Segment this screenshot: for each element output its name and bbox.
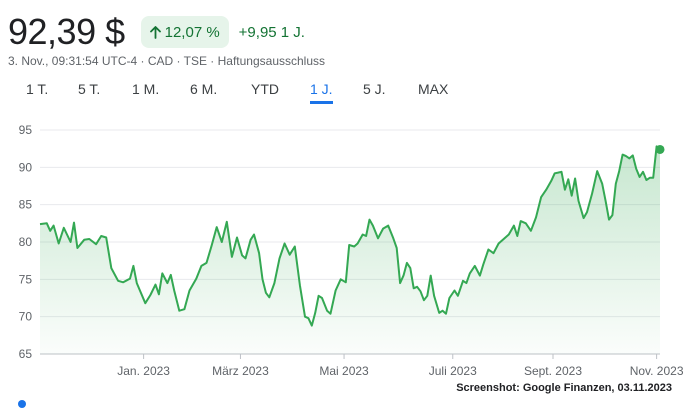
y-tick-label: 80 (19, 235, 33, 249)
current-price: 92,39 $ (8, 11, 125, 52)
tab-5-days[interactable]: 5 T. (78, 81, 101, 97)
current-price-marker (655, 144, 665, 154)
y-tick-label: 90 (19, 160, 33, 174)
tab-max[interactable]: MAX (418, 81, 449, 97)
percent-change-badge: 12,07 % (140, 16, 229, 48)
y-tick-label: 95 (19, 123, 33, 137)
y-tick-label: 85 (19, 198, 33, 212)
percent-change: 12,07 % (164, 23, 220, 41)
y-tick-label: 75 (19, 272, 33, 286)
tab-1-month[interactable]: 1 M. (132, 81, 160, 97)
quote-header: 92,39 $ 12,07 % +9,95 1 J. (8, 10, 305, 54)
arrow-up-icon (149, 25, 161, 39)
screenshot-credit: Screenshot: Google Finanzen, 03.11.2023 (456, 382, 672, 394)
tab-6-months[interactable]: 6 M. (190, 81, 218, 97)
y-tick-label: 70 (19, 310, 33, 324)
absolute-change: +9,95 1 J. (238, 23, 305, 41)
x-tick-label: Juli 2023 (429, 364, 477, 378)
tab-5-years[interactable]: 5 J. (363, 81, 386, 97)
x-tick-label: Sept. 2023 (524, 364, 582, 378)
x-tick-label: Mai 2023 (319, 364, 369, 378)
tab-1-year[interactable]: 1 J. (310, 79, 333, 104)
y-tick-label: 65 (19, 347, 33, 361)
x-tick-label: Nov. 2023 (630, 364, 684, 378)
x-tick-label: Jan. 2023 (117, 364, 170, 378)
price-area-fill (40, 146, 660, 354)
tab-ytd[interactable]: YTD (251, 81, 279, 97)
x-tick-label: März 2023 (212, 364, 269, 378)
corner-dot-icon (18, 400, 26, 408)
quote-meta: 3. Nov., 09:31:54 UTC-4 · CAD · TSE · Ha… (8, 54, 326, 68)
tab-1-day[interactable]: 1 T. (26, 81, 49, 97)
price-line (39, 145, 661, 327)
price-chart[interactable]: 65 70 75 80 85 90 95 Jan. 2023 März 2023 Mai 2023… (0, 112, 684, 382)
